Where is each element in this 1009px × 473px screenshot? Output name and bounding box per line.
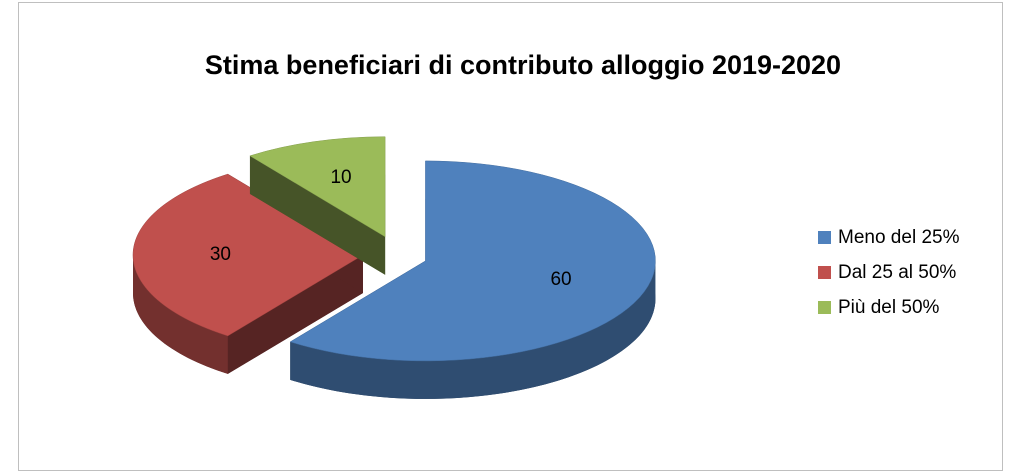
slice-side: [227, 255, 363, 374]
slice: [132, 173, 364, 337]
data-label: 10: [330, 167, 351, 188]
chart-title: Stima beneficiari di contributo alloggio…: [205, 50, 841, 80]
slice-wall: [290, 260, 656, 399]
slice: [289, 160, 656, 362]
slice: [249, 136, 386, 238]
data-label: 60: [550, 269, 571, 290]
data-label: 30: [210, 244, 231, 265]
legend-label: Più del 50%: [838, 297, 940, 318]
legend-swatch: [818, 266, 831, 279]
legend-label: Dal 25 al 50%: [838, 262, 956, 283]
legend-label: Meno del 25%: [838, 227, 960, 248]
legend-swatch: [818, 301, 831, 314]
slice-side: [249, 155, 386, 275]
slice-wall: [133, 255, 228, 374]
legend-swatch: [818, 231, 831, 244]
